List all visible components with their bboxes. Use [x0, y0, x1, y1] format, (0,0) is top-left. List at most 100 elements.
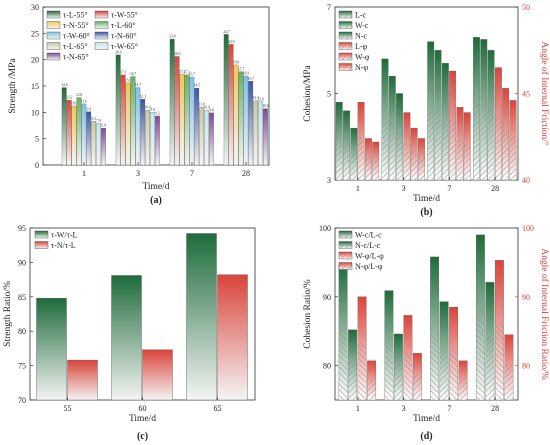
legend-label: L-φ: [355, 42, 368, 51]
data-label: 17.7: [238, 67, 244, 71]
y-right-tick-label: 45: [522, 90, 530, 99]
bar: [61, 87, 67, 166]
legend-label: N-φ/L-φ: [355, 262, 383, 271]
bar: [86, 111, 92, 166]
bar: [130, 76, 136, 166]
bar-hatch: [439, 345, 449, 400]
legend-swatch: [34, 230, 49, 239]
y-tick-label: 25: [31, 29, 39, 38]
bar-hatch: [495, 118, 502, 180]
legend-label: τ-N-65°: [63, 53, 89, 62]
data-label: 15.6: [125, 78, 131, 82]
legend-swatch-hatch: [339, 265, 352, 270]
bar: [253, 100, 259, 166]
bar-hatch: [403, 353, 413, 400]
panel-label: (a): [150, 195, 162, 206]
y-tick-label: 10: [31, 108, 39, 117]
x-tick-label: 28: [491, 404, 499, 413]
bar-hatch: [396, 132, 403, 180]
bar: [67, 359, 98, 401]
x-tick-label: 3: [402, 404, 406, 413]
x-tick-label: 55: [64, 404, 72, 413]
data-label: 16.7: [130, 72, 136, 76]
bar: [208, 112, 214, 166]
y-tick-label: 100: [319, 224, 331, 233]
legend-label: W-φ: [355, 53, 370, 62]
bar-hatch: [343, 141, 350, 180]
panel-label: (b): [420, 207, 432, 218]
y-tick-label: 90: [323, 293, 331, 302]
y-tick-label: 5: [327, 90, 331, 99]
bar: [169, 38, 175, 166]
y-tick-label: 7: [327, 3, 331, 12]
panel-a: 05101520253014.612.210.912.811.69.98.37.…: [8, 3, 270, 206]
bar-hatch: [509, 136, 517, 180]
legend-swatch-hatch: [339, 56, 352, 60]
legend-swatch-hatch: [339, 24, 352, 29]
data-label: 16.9: [243, 71, 249, 75]
bar: [140, 99, 146, 166]
legend-label: τ-N-55°: [63, 21, 89, 30]
bar: [217, 274, 248, 401]
x-axis-label: Time/d: [413, 194, 440, 204]
y-right-tick-label: 90: [522, 293, 530, 302]
bar-hatch: [427, 103, 434, 180]
y-right-axis-label: Angle of Internal Friction/°: [539, 41, 550, 146]
legend-swatch: [46, 10, 61, 19]
legend-swatch: [46, 21, 61, 29]
panel-label: (c): [137, 431, 148, 442]
data-label: 12.2: [66, 96, 72, 100]
data-label: 12.0: [258, 97, 264, 101]
bar-hatch: [442, 115, 449, 180]
bar-hatch: [372, 159, 379, 180]
x-tick-label: 1: [356, 404, 360, 413]
bar-hatch: [495, 323, 504, 400]
x-tick-label: 65: [214, 404, 222, 413]
bar-hatch: [413, 374, 422, 400]
bar-hatch: [476, 309, 485, 400]
bar-hatch: [430, 321, 439, 400]
data-label: 8.3: [92, 117, 97, 121]
bar-hatch: [458, 378, 468, 400]
bar: [115, 54, 121, 166]
data-label: 11.0: [199, 103, 205, 107]
bar: [186, 233, 217, 401]
legend-label: τ-L-60°: [111, 21, 136, 30]
bar: [36, 297, 67, 401]
data-label: 7.9: [96, 119, 101, 123]
y-axis-label: Strength Ratio/%: [3, 281, 13, 347]
x-axis-label: Time/d: [129, 414, 156, 424]
bar: [81, 103, 87, 166]
data-label: 9.2: [155, 112, 160, 116]
bar: [154, 115, 160, 166]
legend-label: W-φ/L-φ: [355, 252, 384, 261]
bar: [248, 81, 254, 166]
y-axis-label: Cohesion Ratio/%: [303, 279, 313, 348]
y-right-tick-label: 50: [522, 3, 530, 12]
bar: [71, 105, 77, 166]
x-tick-label: 28: [491, 184, 499, 193]
y-tick-label: 90: [18, 258, 26, 267]
legend-swatch-hatch: [339, 255, 352, 259]
bar-hatch: [384, 339, 394, 400]
legend-swatch: [94, 21, 109, 29]
bar: [238, 71, 244, 166]
bar-hatch: [504, 364, 514, 400]
legend-swatch: [46, 31, 61, 40]
bar-hatch: [418, 157, 425, 180]
legend-label: N-c/L-c: [355, 241, 381, 250]
y-tick-label: 80: [323, 362, 331, 371]
legend-swatch-hatch: [339, 244, 352, 249]
legend-swatch: [46, 42, 61, 50]
legend-swatch-hatch: [339, 234, 352, 238]
x-tick-label: 7: [447, 184, 451, 193]
plot-frame: [334, 6, 519, 181]
bar: [66, 100, 72, 166]
bar: [189, 76, 195, 166]
x-axis-label: Time/d: [142, 182, 169, 192]
legend-swatch: [94, 42, 109, 50]
bar: [179, 74, 185, 166]
x-tick-label: 1: [356, 184, 360, 193]
y-tick-label: 85: [18, 293, 26, 302]
